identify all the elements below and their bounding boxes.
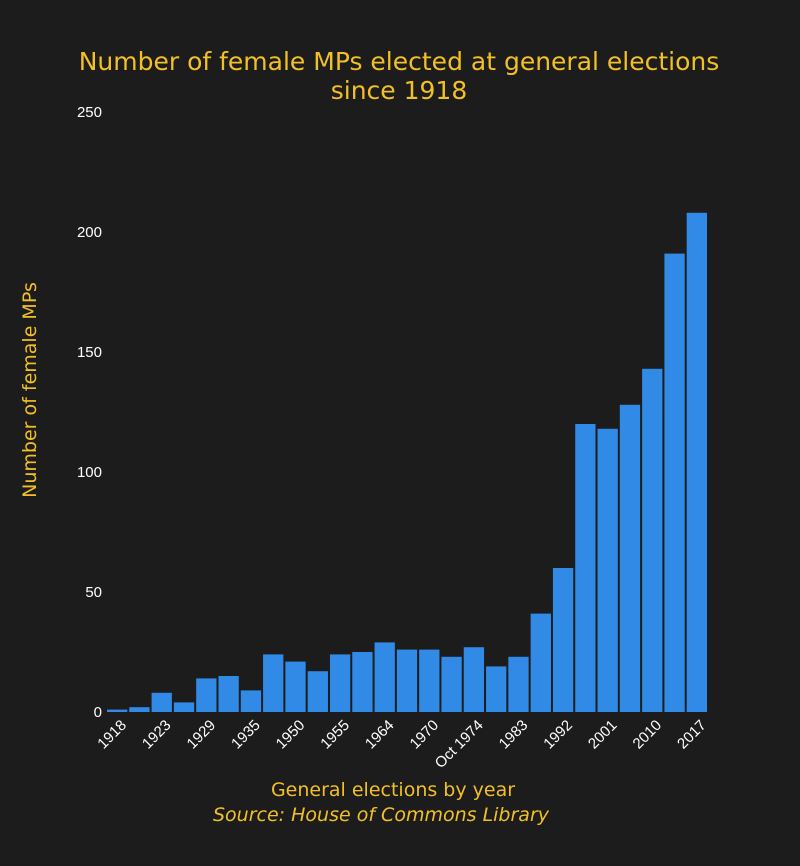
bar xyxy=(151,692,172,712)
x-tick-label: Oct 1974 xyxy=(432,717,487,772)
y-axis-title: Number of female MPs xyxy=(19,282,41,498)
x-tick-label: 1950 xyxy=(273,717,309,753)
bars xyxy=(107,212,707,713)
bar xyxy=(419,649,440,712)
bar xyxy=(575,424,596,712)
bar xyxy=(508,656,529,712)
bar xyxy=(664,253,685,712)
x-tick-label: 1935 xyxy=(228,717,264,753)
bar xyxy=(218,676,239,712)
bar xyxy=(530,613,551,712)
y-tick-label: 250 xyxy=(77,104,102,121)
x-tick-label: 1992 xyxy=(540,717,576,753)
chart-title-line-1: Number of female MPs elected at general … xyxy=(79,47,720,76)
bar xyxy=(196,678,217,712)
x-tick-label: 2017 xyxy=(674,717,710,753)
x-axis-title: General elections by year xyxy=(271,779,515,801)
bar xyxy=(240,690,262,712)
bar xyxy=(686,212,707,713)
x-tick-label: 2001 xyxy=(585,717,621,753)
x-tick-label: 1983 xyxy=(496,717,532,753)
bar xyxy=(329,654,351,712)
x-tick-label: 1929 xyxy=(184,717,220,753)
source-note: Source: House of Commons Library xyxy=(213,804,550,826)
x-tick-label: 1955 xyxy=(317,717,353,753)
bar xyxy=(352,652,373,712)
bar xyxy=(463,647,485,712)
y-tick-label: 200 xyxy=(77,224,102,241)
y-tick-label: 150 xyxy=(77,344,102,361)
bar xyxy=(619,404,641,712)
bar xyxy=(263,654,284,712)
y-tick-label: 100 xyxy=(77,464,102,481)
bar xyxy=(107,709,128,712)
bar xyxy=(396,649,418,712)
y-tick-label: 50 xyxy=(85,584,102,601)
bar xyxy=(285,661,306,712)
x-tick-label: 1918 xyxy=(94,717,130,753)
bar xyxy=(597,428,618,712)
x-tick-label: 1923 xyxy=(139,717,175,753)
bar xyxy=(307,671,328,712)
bar xyxy=(486,666,507,712)
bar xyxy=(552,568,574,712)
y-tick-label: 0 xyxy=(94,704,102,721)
chart-title-line-2: since 1918 xyxy=(331,76,468,105)
bar xyxy=(441,656,462,712)
x-tick-label: 1964 xyxy=(362,717,398,753)
y-axis-ticks: 0 50 100 150 200 250 xyxy=(77,104,102,721)
bar xyxy=(642,368,663,712)
bar xyxy=(129,707,150,712)
x-tick-label: 1970 xyxy=(407,717,443,753)
bar xyxy=(173,702,195,712)
x-tick-label: 2010 xyxy=(630,717,666,753)
bar xyxy=(374,642,395,712)
